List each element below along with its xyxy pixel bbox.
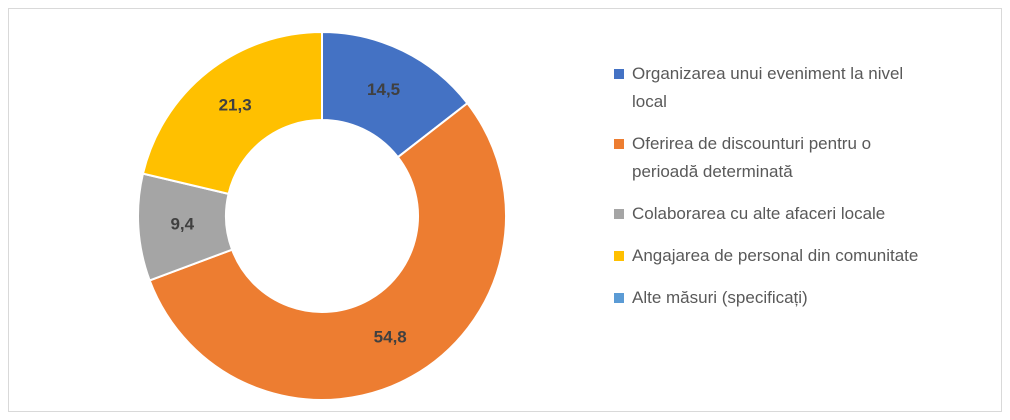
legend-swatch (614, 69, 624, 79)
legend-label: Colaborarea cu alte afaceri locale (632, 204, 886, 223)
legend-label: Angajarea de personal din comunitate (632, 246, 919, 265)
legend-item: Organizarea unui eveniment la nivel loca… (614, 60, 934, 116)
legend-swatch (614, 293, 624, 303)
legend-item: Colaborarea cu alte afaceri locale (614, 200, 934, 228)
donut-slice (141, 30, 323, 196)
data-label: 9,4 (170, 214, 194, 233)
data-label: 54,8 (374, 328, 407, 347)
legend-swatch (614, 251, 624, 261)
legend-label: Oferirea de discounturi pentru o perioad… (632, 134, 872, 181)
legend-swatch (614, 209, 624, 219)
legend-label: Alte măsuri (specificați) (632, 288, 808, 307)
donut-slice (148, 101, 507, 401)
legend-item: Angajarea de personal din comunitate (614, 242, 934, 270)
data-label: 14,5 (367, 80, 400, 99)
legend-item: Alte măsuri (specificați) (614, 284, 934, 312)
legend: Organizarea unui eveniment la nivel loca… (614, 60, 934, 326)
data-label: 21,3 (219, 96, 252, 115)
legend-item: Oferirea de discounturi pentru o perioad… (614, 130, 934, 186)
legend-label: Organizarea unui eveniment la nivel loca… (632, 64, 904, 111)
legend-swatch (614, 139, 624, 149)
chart-border (8, 8, 1002, 412)
